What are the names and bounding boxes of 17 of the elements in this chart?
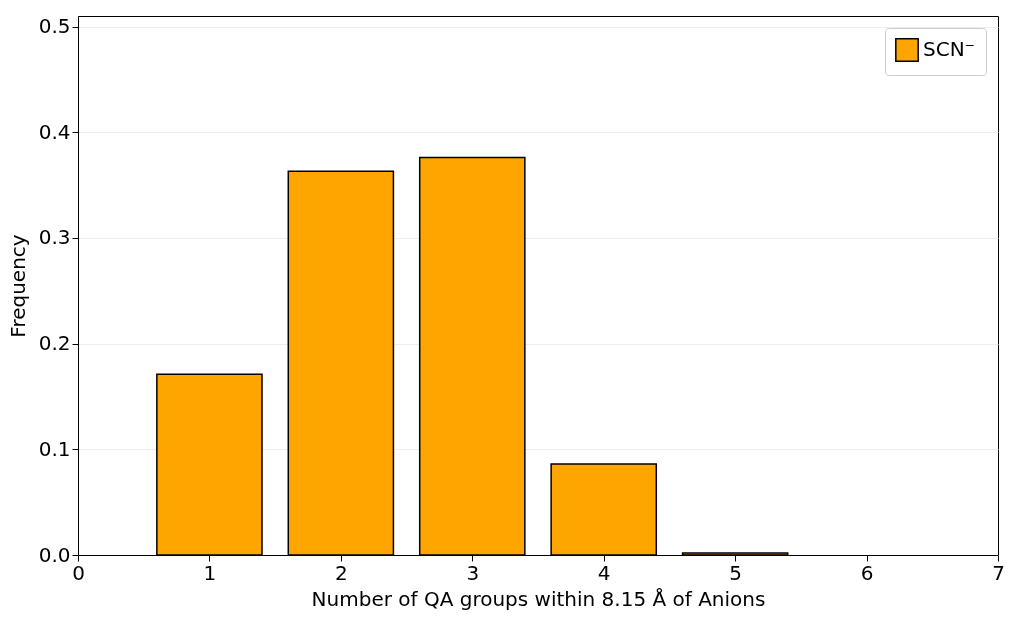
x-tick-label: 0 <box>72 560 85 585</box>
x-tick-label: 3 <box>466 560 480 585</box>
y-tick-label: 0.0 <box>38 542 71 567</box>
y-tick-label: 0.2 <box>38 331 71 356</box>
x-tick-label: 6 <box>860 560 874 585</box>
x-axis-title: Number of QA groups within 8.15 Å of Anions <box>311 586 766 611</box>
y-axis-title: Frequency <box>5 234 30 338</box>
y-tick-label: 0.4 <box>38 119 71 144</box>
x-tick-label: 1 <box>203 560 217 585</box>
y-tick-label: 0.1 <box>38 436 71 461</box>
x-tick-label: 4 <box>597 560 611 585</box>
x-tick-label: 2 <box>334 560 348 585</box>
y-tick-label: 0.5 <box>38 14 71 39</box>
legend-label: SCN⁻ <box>923 37 976 61</box>
x-tick-label: 7 <box>992 560 1005 585</box>
y-tick-label: 0.3 <box>38 225 71 250</box>
x-tick-label: 5 <box>729 560 743 585</box>
